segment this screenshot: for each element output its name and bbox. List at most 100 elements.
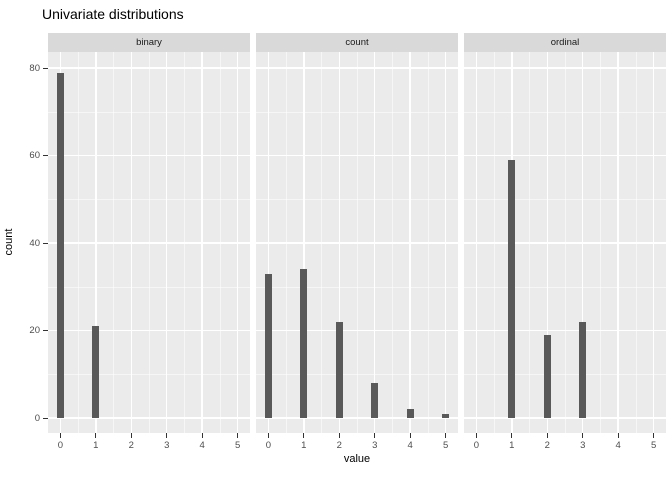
x-axis-title: value — [343, 453, 371, 465]
facet-panel-ordinal — [464, 52, 666, 433]
x-tick-label: 2 — [544, 440, 550, 451]
x-tick-mark — [511, 433, 513, 438]
x-tick-label: 4 — [407, 440, 413, 451]
bar-binary-x1 — [92, 326, 100, 419]
gridline-minor-x — [493, 52, 495, 433]
gridline-major-x — [409, 52, 411, 433]
bar-count-x1 — [300, 269, 308, 419]
gridline-minor-x — [219, 52, 221, 433]
y-tick-label: 0 — [34, 412, 40, 424]
gridline-major-x — [130, 52, 132, 433]
gridline-minor-x — [148, 52, 150, 433]
gridline-minor-x — [427, 52, 429, 433]
gridline-minor-x — [529, 52, 531, 433]
x-tick-mark — [130, 433, 132, 438]
gridline-minor-x — [600, 52, 601, 433]
y-tick-mark — [43, 242, 48, 244]
x-tick-mark — [475, 433, 477, 438]
x-tick-label: 5 — [650, 440, 657, 451]
gridline-major-x — [444, 52, 447, 433]
facet-strip-label: count — [345, 37, 369, 48]
facet-strip-ordinal: ordinal — [464, 33, 666, 52]
x-tick-label: 3 — [372, 440, 378, 451]
facet-strip-label: binary — [136, 37, 162, 48]
y-tick-label: 60 — [29, 150, 40, 162]
facet-strip-label: ordinal — [550, 37, 580, 48]
gridline-major-x — [166, 52, 168, 433]
x-tick-label: 5 — [442, 440, 449, 451]
x-tick-mark — [374, 433, 376, 438]
gridline-major-x — [303, 52, 305, 433]
x-tick-mark — [445, 433, 447, 438]
gridline-major-x — [95, 52, 97, 433]
x-tick-mark — [617, 433, 619, 438]
facet-panel-binary — [48, 52, 250, 433]
x-tick-mark — [267, 433, 269, 438]
x-tick-mark — [95, 433, 97, 438]
x-tick-mark — [546, 433, 548, 438]
gridline-major-x — [582, 52, 584, 433]
gridline-minor-x — [285, 52, 287, 433]
x-tick-mark — [582, 433, 584, 438]
gridline-minor-x — [321, 52, 323, 433]
x-tick-label: 0 — [473, 440, 480, 451]
x-tick-label: 1 — [509, 440, 515, 451]
x-tick-label: 2 — [336, 440, 342, 451]
bar-count-x2 — [335, 321, 343, 419]
gridline-major-x — [267, 52, 270, 433]
y-tick-mark — [43, 417, 48, 419]
y-tick-mark — [43, 330, 48, 332]
y-tick-label: 40 — [29, 237, 40, 249]
x-tick-label: 5 — [234, 440, 241, 451]
gridline-major-x — [338, 52, 340, 433]
bar-binary-x0 — [56, 72, 64, 419]
y-tick-mark — [43, 67, 48, 69]
facet-panel-count — [256, 52, 458, 433]
x-tick-mark — [237, 433, 239, 438]
x-tick-mark — [338, 433, 340, 438]
x-tick-label: 3 — [164, 440, 170, 451]
gridline-minor-x — [392, 52, 393, 433]
y-tick-label: 20 — [29, 325, 40, 337]
gridline-minor-x — [77, 52, 79, 433]
x-tick-label: 1 — [301, 440, 307, 451]
bar-ordinal-x3 — [579, 321, 587, 419]
x-tick-label: 2 — [128, 440, 134, 451]
x-tick-mark — [201, 433, 203, 438]
bar-ordinal-x2 — [543, 335, 551, 419]
gridline-major-x — [652, 52, 655, 433]
x-tick-label: 4 — [199, 440, 205, 451]
gridline-minor-x — [113, 52, 115, 433]
x-tick-label: 4 — [615, 440, 621, 451]
gridline-major-x — [475, 52, 478, 433]
bar-count-x5 — [442, 413, 450, 419]
x-tick-mark — [59, 433, 61, 438]
x-tick-mark — [166, 433, 168, 438]
gridline-minor-x — [564, 52, 566, 433]
gridline-major-x — [201, 52, 203, 433]
gridline-major-x — [374, 52, 376, 433]
bar-count-x0 — [264, 273, 272, 419]
gridline-minor-x — [635, 52, 637, 433]
x-tick-mark — [653, 433, 655, 438]
bar-ordinal-x1 — [508, 160, 516, 419]
x-tick-mark — [409, 433, 411, 438]
bar-count-x4 — [406, 409, 414, 419]
y-tick-mark — [43, 155, 48, 157]
x-tick-label: 0 — [57, 440, 64, 451]
gridline-minor-x — [184, 52, 185, 433]
x-tick-label: 0 — [265, 440, 272, 451]
gridline-major-x — [617, 52, 619, 433]
chart-title: Univariate distributions — [42, 6, 184, 22]
bar-count-x3 — [371, 383, 379, 419]
x-tick-label: 1 — [93, 440, 99, 451]
x-tick-label: 3 — [580, 440, 586, 451]
facet-strip-count: count — [256, 33, 458, 52]
facet-strip-binary: binary — [48, 33, 250, 52]
gridline-minor-x — [356, 52, 358, 433]
gridline-major-x — [236, 52, 239, 433]
gridline-major-x — [546, 52, 548, 433]
y-axis-title: count — [3, 228, 15, 256]
x-tick-mark — [303, 433, 305, 438]
